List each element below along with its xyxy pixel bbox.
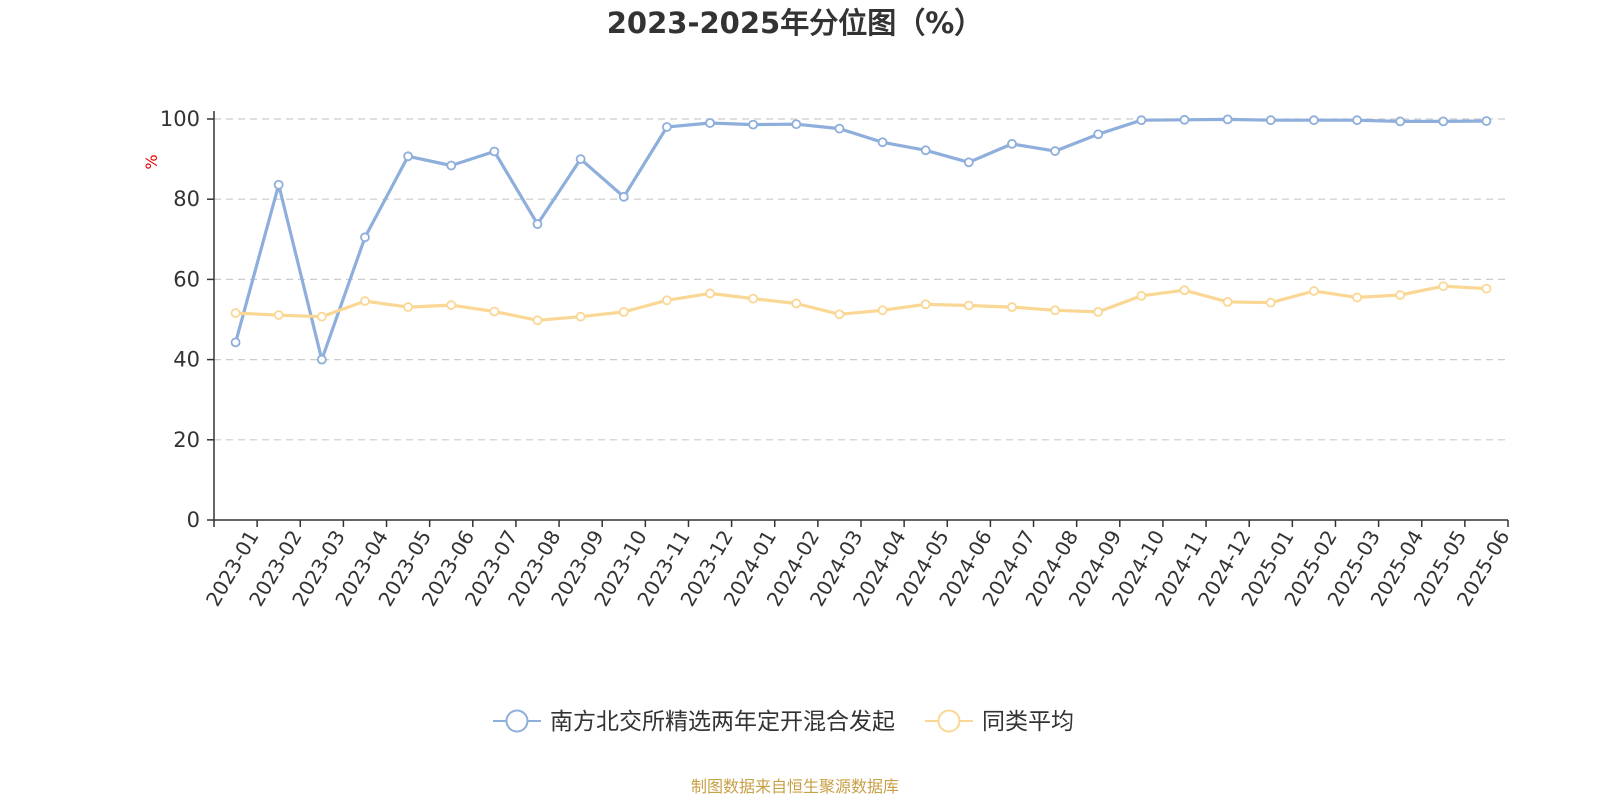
data-point	[963, 157, 974, 168]
legend[interactable]: 南方北交所精选两年定开混合发起 同类平均	[493, 709, 1074, 735]
data-point	[662, 122, 672, 132]
data-point	[920, 145, 931, 156]
data-point	[1395, 290, 1406, 300]
data-point	[618, 191, 629, 202]
data-point	[230, 308, 241, 318]
data-point	[1309, 115, 1319, 126]
data-point	[230, 337, 241, 348]
data-point	[1222, 296, 1233, 307]
data-point	[877, 305, 888, 316]
gridlines	[214, 118, 1508, 441]
data-point	[618, 306, 629, 317]
data-point	[920, 299, 931, 310]
legend-label: 南方北交所精选两年定开混合发起	[550, 709, 895, 735]
data-point	[360, 232, 370, 243]
data-point	[532, 315, 543, 326]
data-point	[1352, 292, 1362, 303]
y-tick-label: 0	[187, 508, 200, 532]
data-point	[316, 311, 327, 322]
data-point	[1438, 281, 1449, 292]
y-tick-label: 100	[160, 107, 200, 131]
legend-marker	[505, 709, 529, 733]
data-point	[575, 154, 586, 165]
chart-title: 2023-2025年分位图（%）	[607, 6, 984, 40]
y-tick-label: 20	[173, 428, 200, 452]
data-point	[1179, 114, 1190, 125]
data-point	[1481, 283, 1492, 294]
y-tick-label: 60	[173, 267, 200, 291]
data-point	[489, 146, 500, 157]
series-line-1	[235, 284, 1487, 322]
legend-label: 同类平均	[982, 709, 1074, 735]
data-point	[1007, 302, 1017, 312]
data-point	[1352, 115, 1362, 126]
data-point	[403, 302, 414, 312]
data-point	[273, 310, 284, 320]
data-point	[316, 354, 327, 365]
data-point	[273, 179, 284, 190]
data-point	[834, 123, 845, 134]
data-point	[877, 137, 888, 148]
legend-marker	[937, 709, 961, 733]
data-point	[705, 288, 715, 299]
y-axis-unit-label: %	[142, 154, 161, 169]
data-point	[446, 300, 457, 310]
data-point	[1093, 129, 1104, 140]
series-lines	[230, 114, 1492, 365]
data-point	[791, 119, 802, 130]
axes: 0204060801002023-012023-022023-032023-04…	[160, 107, 1514, 610]
data-point	[1309, 286, 1319, 296]
data-point	[1395, 116, 1406, 127]
data-point	[1093, 306, 1104, 317]
data-point	[705, 118, 715, 128]
data-point	[532, 219, 543, 229]
legend-item-1[interactable]: 同类平均	[925, 709, 1074, 735]
data-point	[748, 119, 759, 130]
data-point	[446, 160, 457, 171]
data-point	[1136, 115, 1147, 126]
data-point	[1007, 138, 1017, 149]
series-line-0	[234, 117, 1487, 362]
data-point	[1050, 146, 1060, 156]
data-point	[575, 311, 586, 322]
data-point	[1265, 115, 1276, 126]
data-point	[1179, 285, 1190, 296]
data-point	[403, 151, 414, 162]
data-point	[489, 306, 500, 317]
y-tick-label: 40	[173, 348, 200, 372]
data-point	[1050, 305, 1060, 316]
data-point	[1222, 114, 1233, 125]
data-point	[791, 298, 802, 309]
y-tick-label: 80	[173, 187, 200, 211]
data-point	[662, 295, 672, 306]
data-point	[748, 293, 759, 304]
data-point	[1136, 290, 1147, 301]
source-note: 制图数据来自恒生聚源数据库	[691, 777, 899, 796]
data-point	[360, 296, 370, 306]
data-point	[963, 300, 974, 311]
data-point	[834, 309, 845, 320]
data-point	[1481, 116, 1492, 126]
legend-item-0[interactable]: 南方北交所精选两年定开混合发起	[493, 709, 895, 735]
data-point	[1265, 297, 1276, 308]
data-point	[1438, 116, 1449, 127]
